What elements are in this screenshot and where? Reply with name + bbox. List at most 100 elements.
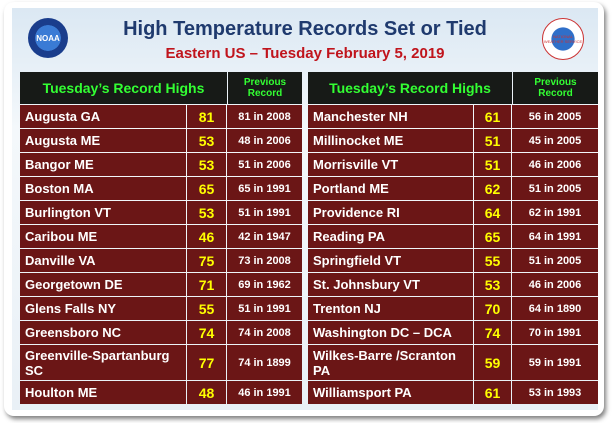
table-row: Greenville-Spartanburg SC 77 74 in 1899 [20, 345, 302, 380]
record-high: 71 [187, 273, 226, 296]
table-row: Georgetown DE 71 69 in 1962 [20, 273, 302, 296]
city: Houlton ME [20, 381, 186, 404]
city: Boston MA [20, 177, 186, 200]
previous-record: 46 in 1991 [227, 381, 302, 404]
subtitle: Eastern US – Tuesday February 5, 2019 [165, 45, 445, 62]
previous-record: 51 in 2006 [227, 153, 302, 176]
header-row: Tuesday’s Record Highs Previous Record [308, 72, 598, 104]
column-header: Tuesday’s Record Highs [20, 72, 227, 104]
previous-record: 45 in 2005 [512, 129, 598, 152]
table-row: Wilkes-Barre /Scranton PA 59 59 in 1991 [308, 345, 598, 380]
column-header: Previous Record [513, 72, 598, 104]
city: Greensboro NC [20, 321, 186, 344]
record-high: 77 [187, 345, 226, 380]
noaa-logo: NOAA [28, 18, 68, 58]
table-row: Springfield VT 55 51 in 2005 [308, 249, 598, 272]
record-high: 61 [474, 105, 511, 128]
city: Danville VA [20, 249, 186, 272]
table-row: Trenton NJ 70 64 in 1890 [308, 297, 598, 320]
previous-record: 59 in 1991 [512, 345, 598, 380]
previous-record: 74 in 2008 [227, 321, 302, 344]
city: Washington DC – DCA [308, 321, 473, 344]
frame: NOAA NATIONAL WEATHER SERVICE High Tempe… [4, 2, 604, 416]
city: Caribou ME [20, 225, 186, 248]
city: Millinocket ME [308, 129, 473, 152]
record-high: 53 [187, 201, 226, 224]
record-high: 55 [187, 297, 226, 320]
city: Trenton NJ [308, 297, 473, 320]
table-row: St. Johnsbury VT 53 46 in 2006 [308, 273, 598, 296]
column-header: Previous Record [228, 72, 302, 104]
record-high: 53 [187, 153, 226, 176]
record-high: 55 [474, 249, 511, 272]
table-row: Bangor ME 53 51 in 2006 [20, 153, 302, 176]
city: Bangor ME [20, 153, 186, 176]
city: Wilkes-Barre /Scranton PA [308, 345, 473, 380]
panel: NOAA NATIONAL WEATHER SERVICE High Tempe… [12, 8, 598, 410]
table-row: Morrisville VT 51 46 in 2006 [308, 153, 598, 176]
city: Greenville-Spartanburg SC [20, 345, 186, 380]
previous-record: 51 in 2005 [512, 177, 598, 200]
table-row: Augusta GA 81 81 in 2008 [20, 105, 302, 128]
record-high: 51 [474, 153, 511, 176]
table-row: Millinocket ME 51 45 in 2005 [308, 129, 598, 152]
previous-record: 51 in 2005 [512, 249, 598, 272]
record-high: 81 [187, 105, 226, 128]
previous-record: 65 in 1991 [227, 177, 302, 200]
previous-record: 46 in 2006 [512, 273, 598, 296]
table-row: Greensboro NC 74 74 in 2008 [20, 321, 302, 344]
table-row: Washington DC – DCA 74 70 in 1991 [308, 321, 598, 344]
table-row: Houlton ME 48 46 in 1991 [20, 381, 302, 404]
previous-record: 42 in 1947 [227, 225, 302, 248]
city: Glens Falls NY [20, 297, 186, 320]
record-high: 51 [474, 129, 511, 152]
record-high: 46 [187, 225, 226, 248]
record-high: 65 [474, 225, 511, 248]
table-row: Williamsport PA 61 53 in 1993 [308, 381, 598, 404]
column-header: Tuesday’s Record Highs [308, 72, 512, 104]
table-row: Augusta ME 53 48 in 2006 [20, 129, 302, 152]
record-high: 59 [474, 345, 511, 380]
city: Providence RI [308, 201, 473, 224]
previous-record: 51 in 1991 [227, 297, 302, 320]
previous-record: 64 in 1991 [512, 225, 598, 248]
record-high: 61 [474, 381, 511, 404]
table-row: Caribou ME 46 42 in 1947 [20, 225, 302, 248]
table-row: Danville VA 75 73 in 2008 [20, 249, 302, 272]
city: Burlington VT [20, 201, 186, 224]
record-high: 74 [187, 321, 226, 344]
previous-record: 53 in 1993 [512, 381, 598, 404]
table-row: Providence RI 64 62 in 1991 [308, 201, 598, 224]
previous-record: 81 in 2008 [227, 105, 302, 128]
city: Reading PA [308, 225, 473, 248]
city: Augusta GA [20, 105, 186, 128]
city: Augusta ME [20, 129, 186, 152]
city: St. Johnsbury VT [308, 273, 473, 296]
record-high: 48 [187, 381, 226, 404]
table-row: Reading PA 65 64 in 1991 [308, 225, 598, 248]
previous-record: 56 in 2005 [512, 105, 598, 128]
city: Portland ME [308, 177, 473, 200]
table-row: Manchester NH 61 56 in 2005 [308, 105, 598, 128]
title: High Temperature Records Set or Tied [123, 18, 487, 40]
record-high: 65 [187, 177, 226, 200]
previous-record: 46 in 2006 [512, 153, 598, 176]
previous-record: 74 in 1899 [227, 345, 302, 380]
previous-record: 48 in 2006 [227, 129, 302, 152]
city: Springfield VT [308, 249, 473, 272]
nws-logo: NATIONAL WEATHER SERVICE [542, 18, 584, 60]
city: Morrisville VT [308, 153, 473, 176]
record-high: 53 [474, 273, 511, 296]
city: Williamsport PA [308, 381, 473, 404]
previous-record: 73 in 2008 [227, 249, 302, 272]
previous-record: 51 in 1991 [227, 201, 302, 224]
table-row: Boston MA 65 65 in 1991 [20, 177, 302, 200]
previous-record: 70 in 1991 [512, 321, 598, 344]
table-row: Portland ME 62 51 in 2005 [308, 177, 598, 200]
previous-record: 69 in 1962 [227, 273, 302, 296]
city: Manchester NH [308, 105, 473, 128]
record-high: 75 [187, 249, 226, 272]
city: Georgetown DE [20, 273, 186, 296]
record-high: 70 [474, 297, 511, 320]
header-row: Tuesday’s Record Highs Previous Record [20, 72, 302, 104]
